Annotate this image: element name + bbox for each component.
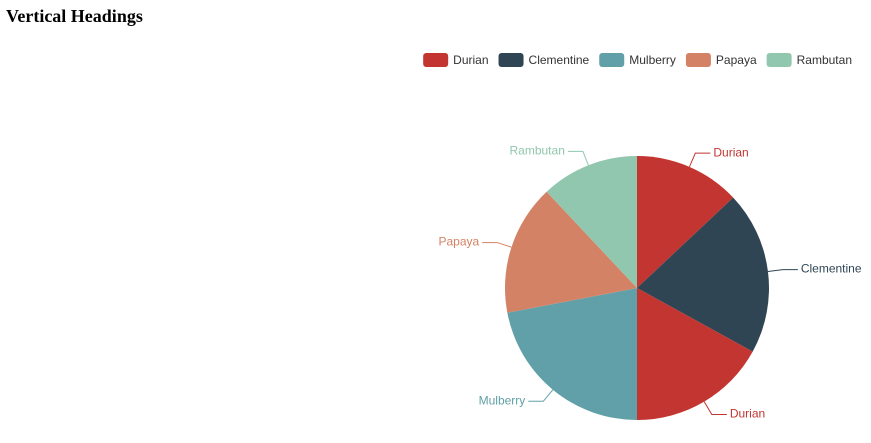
label-line (703, 401, 727, 416)
legend-swatch (599, 53, 625, 67)
legend-swatch (423, 53, 449, 67)
legend-label: Mulberry (629, 53, 676, 67)
pie-slice (637, 197, 770, 352)
label-line (567, 150, 589, 166)
legend-swatch (766, 53, 792, 67)
label-line (767, 269, 798, 272)
chart-title: Vertical Headings (6, 6, 143, 26)
pie-slice (505, 191, 637, 313)
slice-label: Durian (713, 145, 748, 159)
legend-swatch (685, 53, 711, 67)
slice-label: Papaya (438, 235, 479, 249)
slice-label: Mulberry (479, 393, 526, 407)
legend-label: Clementine (529, 53, 590, 67)
slice-label: Clementine (801, 262, 862, 276)
label-line (482, 242, 512, 248)
legend-label: Papaya (716, 53, 757, 67)
label-line (528, 389, 554, 402)
slice-label: Durian (730, 407, 765, 421)
legend-swatch (498, 53, 524, 67)
slice-label: Rambutan (510, 143, 565, 157)
label-line (688, 152, 711, 168)
pie-slice (637, 156, 734, 288)
pie-slice (507, 288, 637, 420)
legend-label: Durian (453, 53, 488, 67)
legend-label: Rambutan (797, 53, 852, 67)
pie-slice (546, 156, 637, 288)
pie-slice (637, 288, 753, 420)
